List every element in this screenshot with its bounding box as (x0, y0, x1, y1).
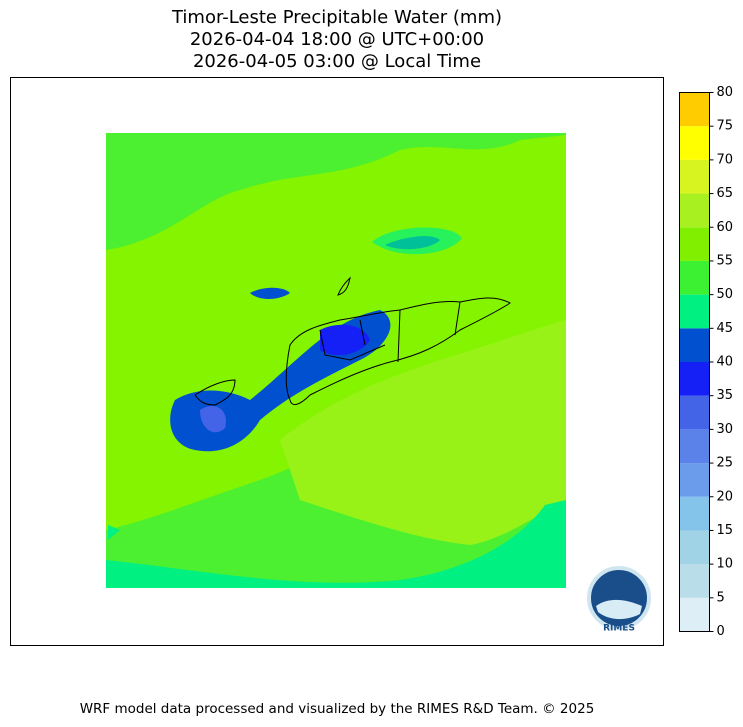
colorbar-bin (679, 395, 710, 430)
colorbar-bin (679, 530, 710, 565)
colorbar-tick-label: 5 (717, 590, 725, 605)
colorbar-tick-label: 25 (717, 456, 734, 471)
colorbar-tick-label: 65 (717, 186, 734, 201)
colorbar-bin (679, 92, 710, 127)
colorbar-bin (679, 328, 710, 362)
title-line: 2026-04-05 03:00 @ Local Time (193, 51, 481, 72)
colorbar-tick-label: 60 (717, 220, 734, 235)
colorbar-bin (679, 429, 710, 464)
colorbar-tick-label: 0 (717, 624, 725, 639)
country-outline (194, 276, 511, 406)
logo: RIMES (587, 566, 651, 634)
colorbar-bin (679, 294, 710, 329)
colorbar-bin (679, 597, 710, 632)
colorbar-bin (679, 260, 710, 295)
colorbar-bin (679, 227, 710, 261)
colorbar-bin (679, 362, 710, 396)
colorbar-tick-label: 20 (717, 489, 734, 504)
logo-text: RIMES (603, 624, 635, 634)
colorbar-tick-label: 45 (717, 321, 734, 336)
colorbar: 0 5 10 15 20 25 30 35 40 45 50 55 60 65 70 75 80 (679, 85, 734, 639)
colorbar-bin (679, 564, 710, 598)
colorbar-frame (679, 92, 710, 632)
footer: WRF model data processed and visualized … (80, 701, 595, 717)
title-line: 2026-04-04 18:00 @ UTC+00:00 (190, 29, 484, 50)
colorbar-bin (679, 159, 710, 194)
title-line: Timor-Leste Precipitable Water (mm) (171, 7, 502, 28)
colorbar-tick-label: 80 (717, 85, 734, 100)
colorbar-tick-label: 40 (717, 355, 734, 370)
colorbar-tick-label: 35 (717, 388, 734, 403)
colorbar-tick-label: 75 (717, 119, 734, 134)
colorbar-tick-label: 30 (717, 422, 734, 437)
colorbar-bin (679, 496, 710, 531)
colorbar-tick-label: 70 (717, 152, 734, 167)
colorbar-tick-label: 15 (717, 523, 734, 538)
colorbar-tick-label: 10 (717, 557, 734, 572)
colorbar-bin (679, 126, 710, 160)
colorbar-bin (679, 463, 710, 497)
colorbar-tick-label: 50 (717, 287, 734, 302)
colorbar-bin (679, 193, 710, 228)
map-field (106, 133, 566, 588)
colorbar-tick-label: 55 (717, 253, 734, 268)
